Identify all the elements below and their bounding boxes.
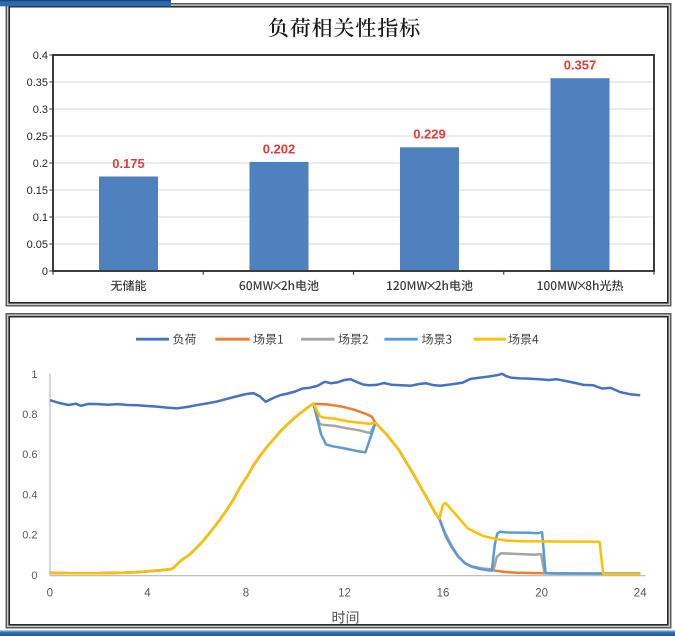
svg-text:4: 4: [144, 588, 151, 600]
svg-text:8: 8: [243, 588, 249, 600]
svg-text:0.175: 0.175: [112, 156, 145, 171]
svg-text:0.229: 0.229: [413, 127, 446, 142]
svg-text:0.2: 0.2: [33, 158, 48, 170]
svg-text:0.8: 0.8: [22, 409, 37, 421]
svg-text:0.1: 0.1: [33, 212, 48, 224]
svg-text:24: 24: [634, 588, 647, 600]
svg-text:0.35: 0.35: [27, 77, 48, 89]
svg-text:0.202: 0.202: [263, 141, 296, 156]
svg-text:16: 16: [437, 588, 450, 600]
svg-text:20: 20: [535, 588, 548, 600]
svg-text:0.05: 0.05: [27, 239, 48, 251]
svg-text:0.2: 0.2: [22, 530, 37, 542]
svg-text:0: 0: [42, 266, 48, 278]
svg-text:0.25: 0.25: [27, 131, 48, 143]
svg-text:1: 1: [31, 369, 37, 381]
svg-text:0: 0: [31, 570, 37, 582]
svg-text:0.4: 0.4: [22, 489, 37, 501]
svg-text:0.15: 0.15: [27, 185, 48, 197]
svg-text:0.4: 0.4: [33, 50, 48, 62]
svg-text:0.3: 0.3: [33, 104, 48, 116]
svg-text:0.6: 0.6: [22, 449, 37, 461]
svg-text:0: 0: [47, 588, 53, 600]
svg-text:12: 12: [338, 588, 351, 600]
svg-text:0.357: 0.357: [564, 58, 597, 73]
